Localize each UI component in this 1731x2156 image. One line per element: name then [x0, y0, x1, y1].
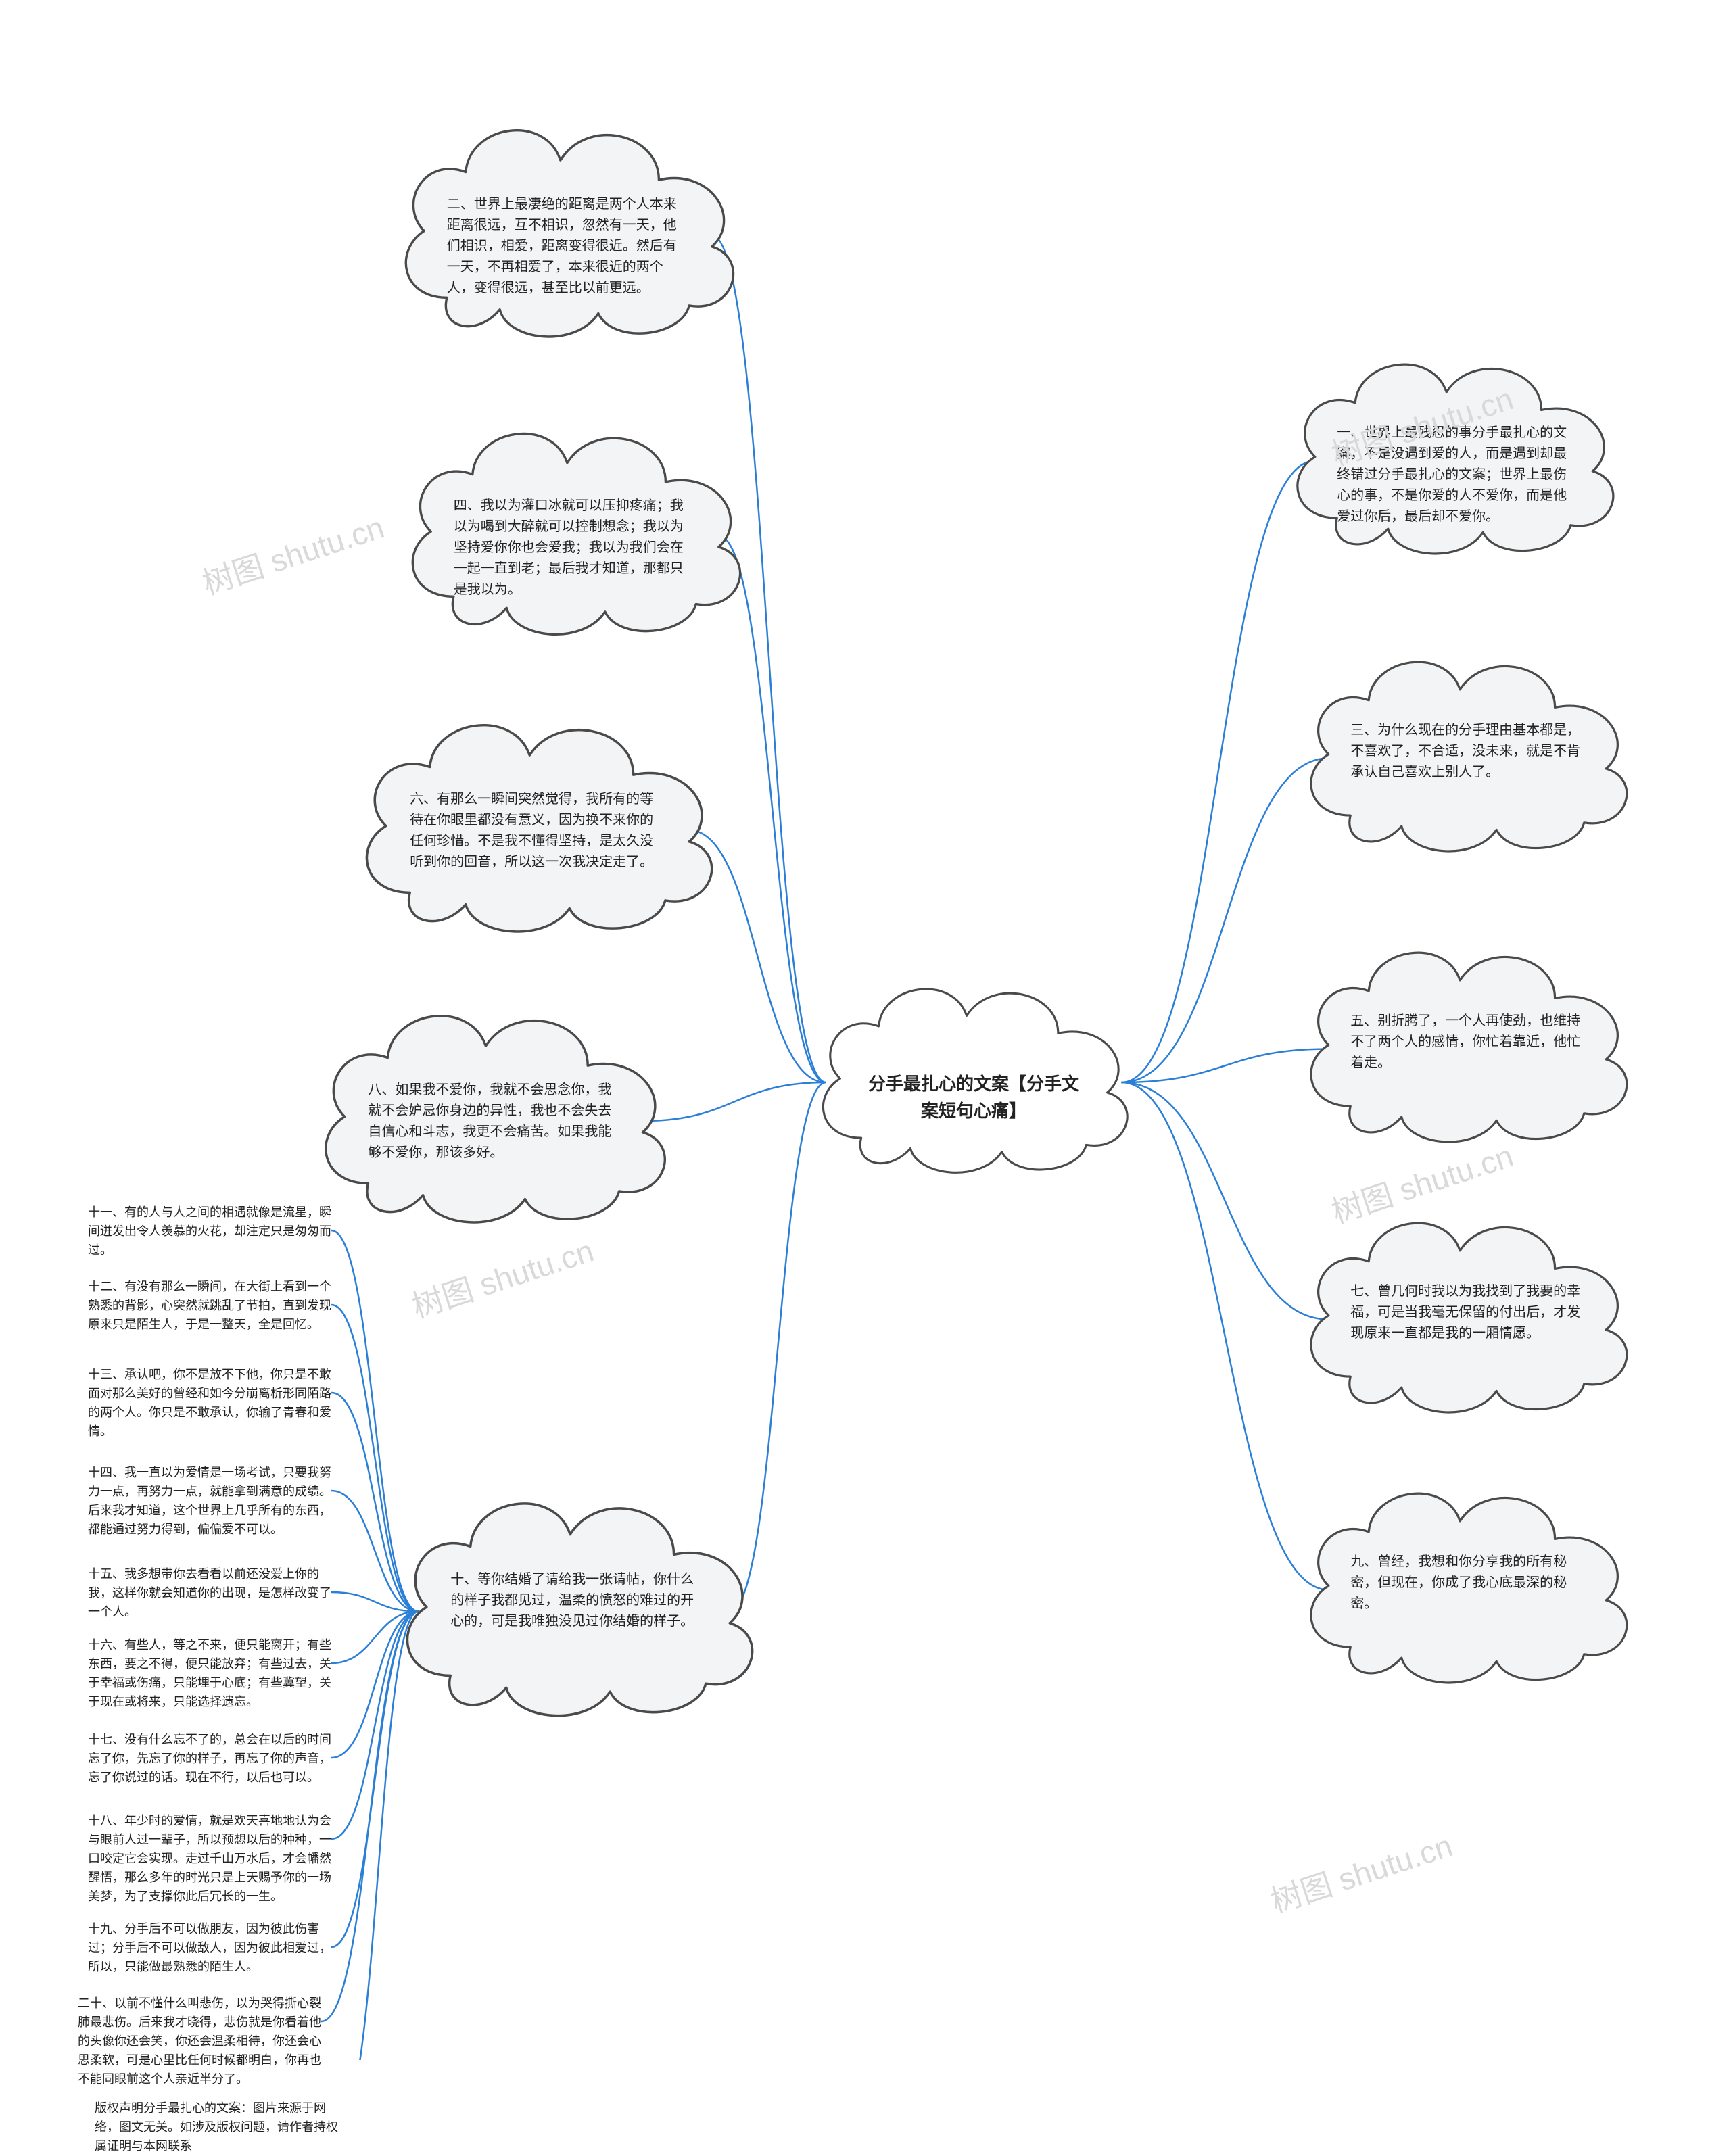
- node-label: 七、曾几何时我以为我找到了我要的幸福，可是当我毫无保留的付出后，才发现原来一直都…: [1350, 1281, 1584, 1397]
- node-label: 三、为什么现在的分手理由基本都是，不喜欢了，不合适，没未来，就是不肯承认自己喜欢…: [1350, 720, 1584, 836]
- left-text-node-3: 十四、我一直以为爱情是一场考试，只要我努力一点，再努力一点，就能拿到满意的成绩。…: [88, 1464, 331, 1539]
- right-node-2: 五、别折腾了，一个人再使劲，也维持不了两个人的感情，你忙着靠近，他忙着走。: [1285, 926, 1650, 1149]
- left-text-node-9: 二十、以前不懂什么叫悲伤，以为哭得撕心裂肺最悲伤。后来我才晓得，悲伤就是你看着他…: [78, 1994, 321, 2088]
- node-label: 六、有那么一瞬间突然觉得，我所有的等待在你眼里都没有意义，因为换不来你的任何珍惜…: [410, 789, 665, 915]
- node-label: 九、曾经，我想和你分享我的所有秘密，但现在，你成了我心底最深的秘密。: [1350, 1552, 1584, 1668]
- node-label: 八、如果我不爱你，我就不会思念你，我就不会妒忌你身边的异性，我也不会失去自信心和…: [368, 1080, 619, 1206]
- left-text-node-10: 版权声明分手最扎心的文案：图片来源于网络，图文无关。如涉及版权问题，请作者持权属…: [95, 2099, 338, 2156]
- right-node-0: 一、世界上最残忍的事分手最扎心的文案，不是没遇到爱的人，而是遇到却最终错过分手最…: [1271, 338, 1636, 561]
- left-cloud-node-1: 四、我以为灌口冰就可以压抑疼痛；我以为喝到大醉就可以控制想念；我以为坚持爱你你也…: [385, 406, 764, 642]
- center-label: 分手最扎心的文案【分手文案短句心痛】: [861, 1054, 1087, 1141]
- watermark: 树图 shutu.cn: [406, 1226, 598, 1327]
- left-text-node-6: 十七、没有什么忘不了的，总会在以后的时间忘了你，先忘了你的样子，再忘了你的声音，…: [88, 1731, 331, 1788]
- left-text-node-4: 十五、我多想带你去看看以前还没爱上你的我，这样你就会知道你的出现，是怎样改变了一…: [88, 1565, 331, 1622]
- right-node-1: 三、为什么现在的分手理由基本都是，不喜欢了，不合适，没未来，就是不肯承认自己喜欢…: [1285, 636, 1650, 859]
- watermark: 树图 shutu.cn: [1264, 1821, 1457, 1922]
- node-label: 十、等你结婚了请给我一张请帖，你什么的样子我都见过，温柔的愤怒的难过的开心的，可…: [450, 1569, 706, 1699]
- left-cloud-node-0: 二、世界上最凄绝的距离是两个人本来距离很远，互不相识，忽然有一天，他们相识，相爱…: [379, 101, 757, 345]
- left-text-node-5: 十六、有些人，等之不来，便只能离开；有些东西，要之不得，便只能放弃；有些过去，关…: [88, 1636, 331, 1712]
- right-node-4: 九、曾经，我想和你分享我的所有秘密，但现在，你成了我心底最深的秘密。: [1285, 1467, 1650, 1690]
- node-label: 二、世界上最凄绝的距离是两个人本来距离很远，互不相识，忽然有一天，他们相识，相爱…: [447, 194, 689, 320]
- node-label: 五、别折腾了，一个人再使劲，也维持不了两个人的感情，你忙着靠近，他忙着走。: [1350, 1011, 1584, 1127]
- node-label: 四、我以为灌口冰就可以压抑疼痛；我以为喝到大醉就可以控制想念；我以为坚持爱你你也…: [454, 496, 696, 619]
- left-cloud-node-3: 八、如果我不爱你，我就不会思念你，我就不会妒忌你身边的异性，我也不会失去自信心和…: [298, 987, 690, 1230]
- mindmap-canvas: 分手最扎心的文案【分手文案短句心痛】 一、世界上最残忍的事分手最扎心的文案，不是…: [0, 0, 1731, 2060]
- watermark: 树图 shutu.cn: [196, 503, 389, 604]
- left-cloud-node-4: 十、等你结婚了请给我一张请帖，你什么的样子我都见过，温柔的愤怒的难过的开心的，可…: [379, 1474, 778, 1724]
- left-text-node-2: 十三、承认吧，你不是放不下他，你只是不敢面对那么美好的曾经和如今分崩离析形同陌路…: [88, 1366, 331, 1441]
- center-node: 分手最扎心的文案【分手文案短句心痛】: [798, 963, 1149, 1180]
- left-text-node-1: 十二、有没有那么一瞬间，在大街上看到一个熟悉的背影，心突然就跳乱了节拍，直到发现…: [88, 1278, 331, 1335]
- right-node-3: 七、曾几何时我以为我找到了我要的幸福，可是当我毫无保留的付出后，才发现原来一直都…: [1285, 1197, 1650, 1420]
- left-text-node-8: 十九、分手后不可以做朋友，因为彼此伤害过；分手后不可以做敌人，因为彼此相爱过，所…: [88, 1920, 331, 1977]
- node-label: 一、世界上最残忍的事分手最扎心的文案，不是没遇到爱的人，而是遇到却最终错过分手最…: [1337, 423, 1571, 539]
- left-text-node-7: 十八、年少时的爱情，就是欢天喜地地认为会与眼前人过一辈子，所以预想以后的种种，一…: [88, 1812, 331, 1906]
- left-cloud-node-2: 六、有那么一瞬间突然觉得，我所有的等待在你眼里都没有意义，因为换不来你的任何珍惜…: [338, 696, 737, 940]
- link: [712, 235, 826, 1082]
- left-text-node-0: 十一、有的人与人之间的相遇就像是流星，瞬间迸发出令人羡慕的火花，却注定只是匆匆而…: [88, 1203, 331, 1260]
